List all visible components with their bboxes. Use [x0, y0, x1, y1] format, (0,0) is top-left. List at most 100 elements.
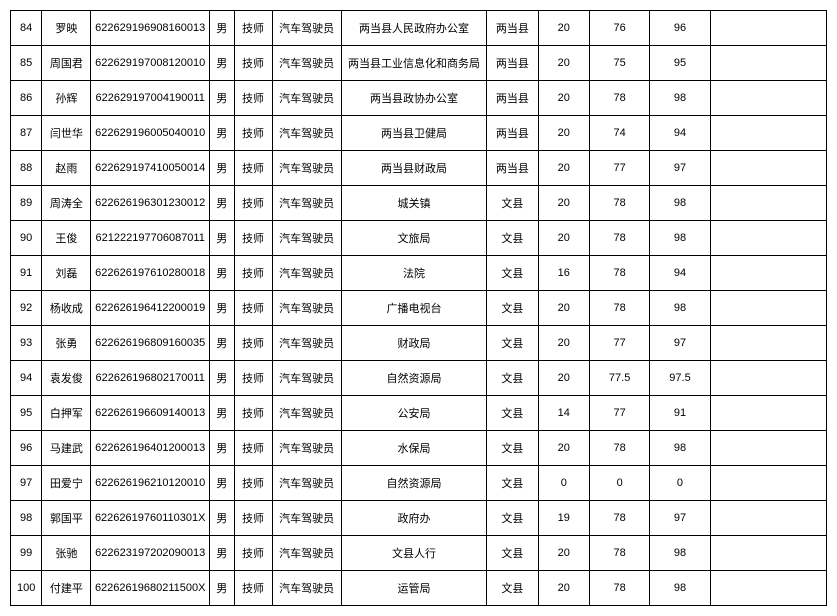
- cell-area: 文县: [487, 326, 538, 361]
- table-row: 86孙辉622629197004190011男技师汽车驾驶员两当县政协办公室两当…: [11, 81, 827, 116]
- cell-s1: 20: [538, 11, 589, 46]
- table-row: 98郭国平62262619760110301X男技师汽车驾驶员政府办文县1978…: [11, 501, 827, 536]
- cell-id: 622626196301230012: [91, 186, 209, 221]
- cell-area: 两当县: [487, 116, 538, 151]
- cell-s3: 91: [650, 396, 710, 431]
- cell-s1: 0: [538, 466, 589, 501]
- cell-idx: 98: [11, 501, 42, 536]
- cell-unit: 两当县人民政府办公室: [341, 11, 486, 46]
- cell-level: 技师: [234, 466, 272, 501]
- cell-sex: 男: [209, 361, 234, 396]
- cell-note: [710, 536, 826, 571]
- cell-job: 汽车驾驶员: [272, 431, 341, 466]
- cell-idx: 88: [11, 151, 42, 186]
- cell-s1: 16: [538, 256, 589, 291]
- cell-s1: 20: [538, 326, 589, 361]
- cell-idx: 90: [11, 221, 42, 256]
- cell-idx: 92: [11, 291, 42, 326]
- table-row: 89周涛全622626196301230012男技师汽车驾驶员城关镇文县2078…: [11, 186, 827, 221]
- cell-s1: 20: [538, 221, 589, 256]
- cell-s1: 20: [538, 571, 589, 606]
- cell-idx: 85: [11, 46, 42, 81]
- cell-id: 622629196908160013: [91, 11, 209, 46]
- cell-s3: 98: [650, 81, 710, 116]
- cell-sex: 男: [209, 186, 234, 221]
- cell-level: 技师: [234, 571, 272, 606]
- cell-idx: 93: [11, 326, 42, 361]
- cell-s2: 78: [589, 501, 649, 536]
- cell-area: 文县: [487, 536, 538, 571]
- cell-area: 文县: [487, 186, 538, 221]
- cell-s1: 20: [538, 81, 589, 116]
- cell-note: [710, 571, 826, 606]
- cell-unit: 法院: [341, 256, 486, 291]
- cell-note: [710, 501, 826, 536]
- table-row: 87闫世华622629196005040010男技师汽车驾驶员两当县卫健局两当县…: [11, 116, 827, 151]
- cell-name: 田爱宁: [42, 466, 91, 501]
- table-row: 93张勇622626196809160035男技师汽车驾驶员财政局文县20779…: [11, 326, 827, 361]
- cell-name: 杨收成: [42, 291, 91, 326]
- cell-level: 技师: [234, 151, 272, 186]
- cell-level: 技师: [234, 46, 272, 81]
- cell-job: 汽车驾驶员: [272, 81, 341, 116]
- cell-idx: 89: [11, 186, 42, 221]
- cell-name: 赵雨: [42, 151, 91, 186]
- cell-s2: 0: [589, 466, 649, 501]
- cell-s3: 97: [650, 151, 710, 186]
- cell-name: 周国君: [42, 46, 91, 81]
- cell-level: 技师: [234, 326, 272, 361]
- cell-sex: 男: [209, 46, 234, 81]
- cell-level: 技师: [234, 396, 272, 431]
- cell-note: [710, 151, 826, 186]
- cell-sex: 男: [209, 116, 234, 151]
- table-row: 97田爱宁622626196210120010男技师汽车驾驶员自然资源局文县00…: [11, 466, 827, 501]
- cell-area: 两当县: [487, 11, 538, 46]
- cell-area: 文县: [487, 361, 538, 396]
- cell-sex: 男: [209, 571, 234, 606]
- cell-id: 622626196412200019: [91, 291, 209, 326]
- cell-unit: 政府办: [341, 501, 486, 536]
- cell-idx: 100: [11, 571, 42, 606]
- cell-name: 郭国平: [42, 501, 91, 536]
- cell-s3: 0: [650, 466, 710, 501]
- cell-name: 付建平: [42, 571, 91, 606]
- cell-s1: 20: [538, 291, 589, 326]
- cell-sex: 男: [209, 151, 234, 186]
- cell-sex: 男: [209, 536, 234, 571]
- cell-id: 622626196809160035: [91, 326, 209, 361]
- cell-area: 文县: [487, 571, 538, 606]
- cell-id: 622629197004190011: [91, 81, 209, 116]
- cell-id: 62262619680211500X: [91, 571, 209, 606]
- cell-s1: 20: [538, 151, 589, 186]
- cell-sex: 男: [209, 221, 234, 256]
- cell-s2: 78: [589, 186, 649, 221]
- cell-sex: 男: [209, 431, 234, 466]
- cell-level: 技师: [234, 186, 272, 221]
- cell-level: 技师: [234, 536, 272, 571]
- cell-job: 汽车驾驶员: [272, 291, 341, 326]
- cell-name: 张驰: [42, 536, 91, 571]
- cell-id: 62262619760110301X: [91, 501, 209, 536]
- cell-sex: 男: [209, 291, 234, 326]
- cell-s1: 20: [538, 186, 589, 221]
- cell-note: [710, 326, 826, 361]
- cell-id: 622626196210120010: [91, 466, 209, 501]
- cell-level: 技师: [234, 501, 272, 536]
- cell-job: 汽车驾驶员: [272, 256, 341, 291]
- cell-sex: 男: [209, 501, 234, 536]
- table-row: 90王俊621222197706087011男技师汽车驾驶员文旅局文县20789…: [11, 221, 827, 256]
- cell-s2: 77: [589, 396, 649, 431]
- cell-s3: 97.5: [650, 361, 710, 396]
- table-row: 85周国君622629197008120010男技师汽车驾驶员两当县工业信息化和…: [11, 46, 827, 81]
- cell-job: 汽车驾驶员: [272, 221, 341, 256]
- cell-id: 622626196401200013: [91, 431, 209, 466]
- cell-s2: 77: [589, 151, 649, 186]
- cell-sex: 男: [209, 256, 234, 291]
- cell-note: [710, 396, 826, 431]
- cell-sex: 男: [209, 466, 234, 501]
- cell-idx: 99: [11, 536, 42, 571]
- cell-s1: 20: [538, 536, 589, 571]
- cell-job: 汽车驾驶员: [272, 361, 341, 396]
- cell-s1: 20: [538, 431, 589, 466]
- cell-note: [710, 361, 826, 396]
